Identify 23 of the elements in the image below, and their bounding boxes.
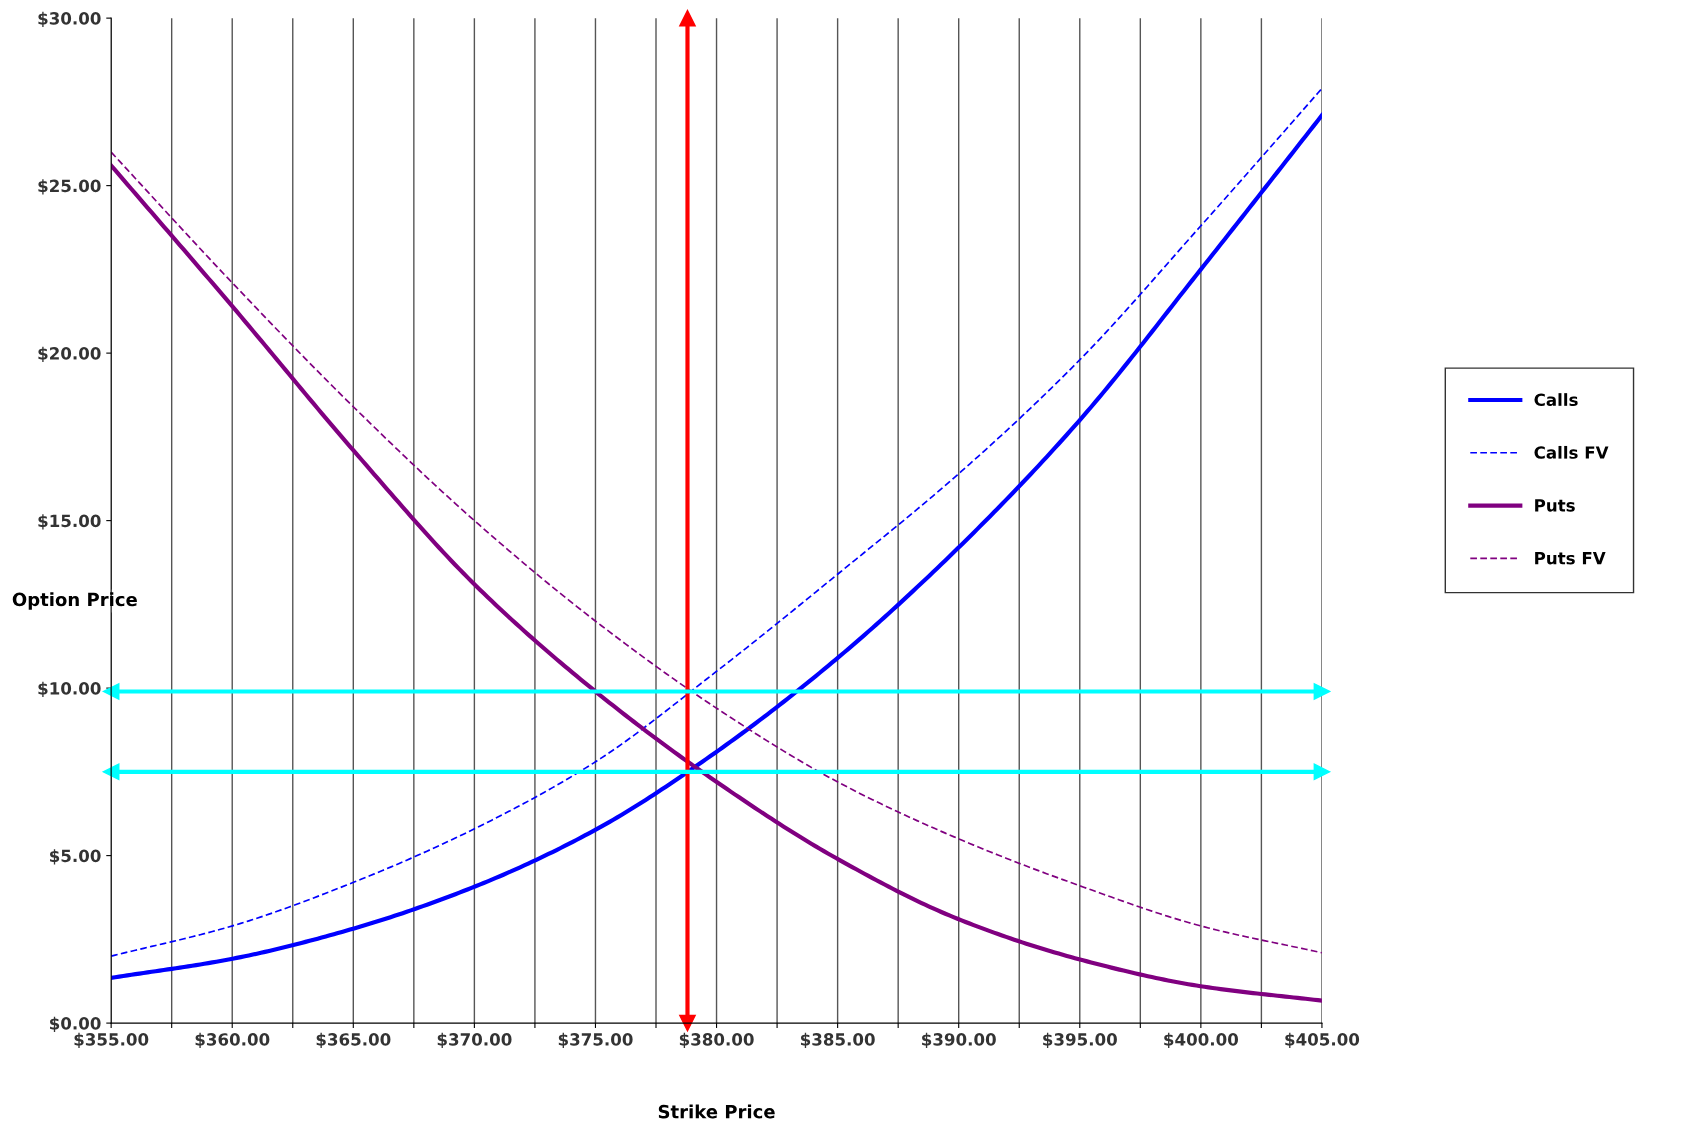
y-tick-label: $30.00 xyxy=(38,11,101,27)
x-tick-label: $375.00 xyxy=(558,1032,633,1048)
x-tick-label: $400.00 xyxy=(1164,1032,1239,1048)
x-tick-label: $370.00 xyxy=(437,1032,512,1048)
y-tick-label: $15.00 xyxy=(38,514,101,530)
x-tick-label: $360.00 xyxy=(195,1032,270,1048)
y-tick-label: $5.00 xyxy=(50,849,101,865)
x-tick-label: $405.00 xyxy=(1285,1032,1360,1048)
legend-label: Calls xyxy=(1534,393,1578,407)
legend-label: Calls FV xyxy=(1534,445,1609,459)
legend-label: Puts xyxy=(1535,499,1575,512)
x-tick-label: $385.00 xyxy=(800,1032,875,1048)
y-tick-label: $25.00 xyxy=(38,179,101,195)
x-axis-title: Strike Price xyxy=(658,1104,775,1119)
legend-label: Puts FV xyxy=(1535,552,1606,565)
x-tick-label: $390.00 xyxy=(922,1032,996,1048)
x-tick-label: $380.00 xyxy=(679,1032,754,1048)
y-tick-label: $0.00 xyxy=(50,1016,101,1032)
x-tick-label: $355.00 xyxy=(74,1032,149,1048)
y-tick-label: $10.00 xyxy=(38,681,101,697)
x-tick-label: $395.00 xyxy=(1043,1032,1117,1048)
x-tick-label: $365.00 xyxy=(316,1032,391,1048)
y-tick-label: $20.00 xyxy=(38,346,101,362)
